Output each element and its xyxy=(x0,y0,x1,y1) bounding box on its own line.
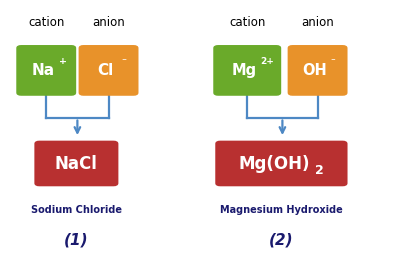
Text: Sodium Chloride: Sodium Chloride xyxy=(31,204,122,215)
Text: 2: 2 xyxy=(314,164,323,177)
FancyBboxPatch shape xyxy=(79,46,138,97)
Text: 2+: 2+ xyxy=(260,57,274,66)
Text: Mg(OH): Mg(OH) xyxy=(238,154,309,172)
Text: ⁻: ⁻ xyxy=(330,57,335,66)
Text: Cl: Cl xyxy=(97,62,113,77)
Text: ⁻: ⁻ xyxy=(122,57,126,66)
Text: cation: cation xyxy=(28,17,64,29)
FancyBboxPatch shape xyxy=(213,46,281,97)
FancyBboxPatch shape xyxy=(16,46,76,97)
Text: Magnesium Hydroxide: Magnesium Hydroxide xyxy=(219,204,342,215)
Text: cation: cation xyxy=(229,17,265,29)
Text: Mg: Mg xyxy=(231,62,256,77)
Text: OH: OH xyxy=(301,62,326,77)
FancyBboxPatch shape xyxy=(34,141,118,186)
Text: Na: Na xyxy=(31,62,55,77)
Text: +: + xyxy=(59,57,67,66)
Text: (2): (2) xyxy=(268,231,293,246)
FancyBboxPatch shape xyxy=(215,141,347,186)
FancyBboxPatch shape xyxy=(287,46,347,97)
Text: (1): (1) xyxy=(64,231,89,246)
Text: anion: anion xyxy=(92,17,125,29)
Text: NaCl: NaCl xyxy=(55,155,97,173)
Text: anion: anion xyxy=(300,17,333,29)
